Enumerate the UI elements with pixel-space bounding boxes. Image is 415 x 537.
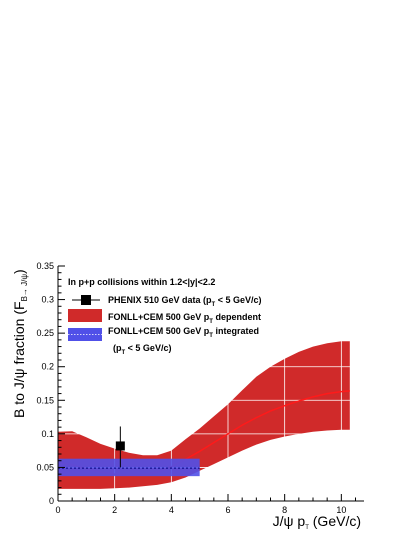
tick-labels-group: 0 2 4 6 8 10 0 0.05 0.1 0.15 0.2 0.25 0.3 0.35 [36,261,346,515]
x-tick-label: 8 [282,505,287,515]
y-tick-label: 0.1 [41,429,54,439]
y-tick-label: 0.3 [41,295,54,305]
x-tick-label: 0 [55,505,60,515]
fonll-integrated-box-group [58,458,200,477]
x-axis-title: J/ψ pT (GeV/c) [273,513,361,531]
legend-data-marker [81,295,91,305]
x-tick-label: 6 [225,505,230,515]
fonll-dependent-band [58,341,350,489]
y-tick-label: 0.2 [41,362,54,372]
legend-entry-data: PHENIX 510 GeV data (pT < 5 GeV/c) [108,295,262,308]
legend: In p+p collisions within 1.2<|y|<2.2 PHE… [68,277,262,356]
legend-header: In p+p collisions within 1.2<|y|<2.2 [68,277,215,287]
x-tick-label: 4 [169,505,174,515]
axes-group [57,265,364,502]
y-tick-label: 0.25 [36,328,54,338]
y-axis-title: B to J/ψ fraction (FB→ J/ψ) [11,269,29,418]
x-tick-label: 2 [112,505,117,515]
phenix-data-point-group [115,426,125,468]
legend-integrated-swatch [68,328,102,341]
y-tick-label: 0.35 [36,261,54,271]
legend-entry-integrated-range: (pT < 5 GeV/c) [113,343,171,356]
fonll-integrated-box [58,458,200,477]
y-tick-label: 0 [49,496,54,506]
phenix-data-point [115,441,125,451]
y-tick-label: 0.05 [36,462,54,472]
fonll-dependent-band-group [58,341,350,489]
legend-dependent-swatch [68,309,102,322]
legend-entry-integrated: FONLL+CEM 500 GeV pT integrated [108,326,259,339]
legend-entry-dependent: FONLL+CEM 500 GeV pT dependent [108,312,261,325]
x-tick-label: 10 [336,505,346,515]
y-tick-label: 0.15 [36,395,54,405]
